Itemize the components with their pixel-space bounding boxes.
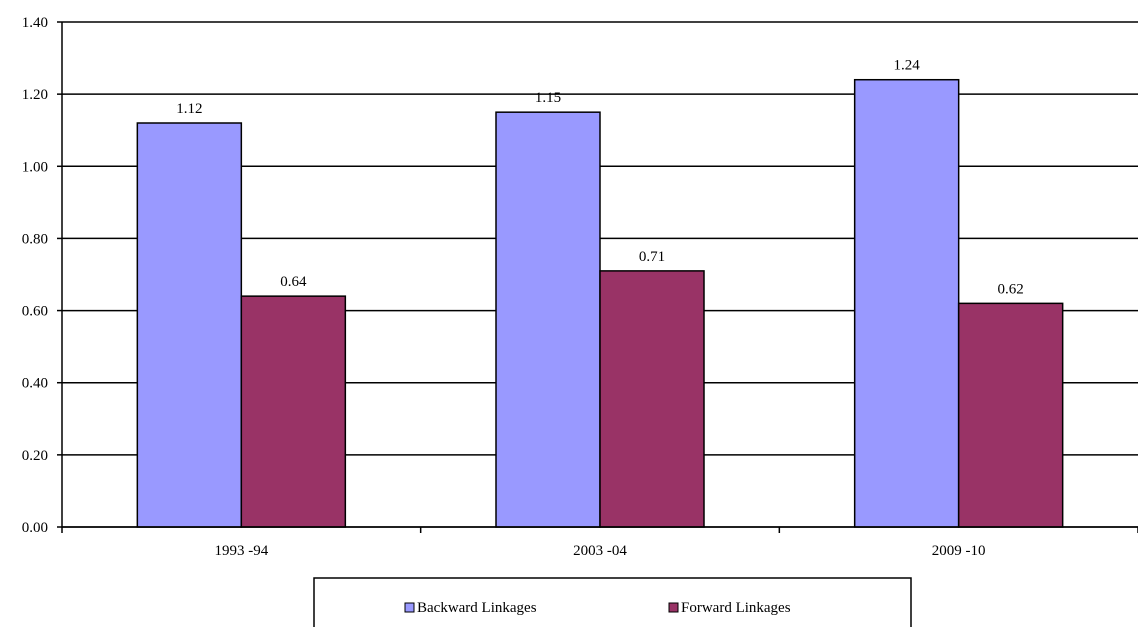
x-tick-label: 1993 -94 <box>214 543 268 559</box>
bar <box>957 302 1064 528</box>
y-tick-label: 0.80 <box>22 231 48 247</box>
bar <box>599 270 705 528</box>
y-tick-label: 0.20 <box>22 448 48 464</box>
data-label: 1.12 <box>176 101 202 117</box>
bar <box>240 295 347 528</box>
legend-box <box>313 577 912 631</box>
legend-label-forward: Forward Linkages <box>681 600 791 616</box>
y-tick-label: 1.00 <box>22 159 48 175</box>
bars <box>136 78 1064 528</box>
data-label: 0.64 <box>280 274 307 290</box>
data-label: 0.71 <box>639 249 665 265</box>
y-tick-label: 1.40 <box>22 15 48 31</box>
x-tick-label: 2009 -10 <box>932 543 986 559</box>
data-label: 1.24 <box>894 58 921 74</box>
data-label: 1.15 <box>535 90 561 106</box>
axes: 0.00 0.20 0.40 0.60 0.80 1.00 1.20 1.40 1993 -94… <box>22 15 1138 559</box>
data-labels: 1.12 0.64 1.15 0.71 1.24 0.62 <box>176 58 1024 298</box>
legend: Backward Linkages Forward Linkages <box>313 577 912 631</box>
bar <box>853 78 960 528</box>
x-tick-label: 2003 -04 <box>573 543 627 559</box>
bar <box>136 122 243 528</box>
legend-swatch-forward <box>668 602 679 613</box>
legend-label-backward: Backward Linkages <box>417 600 537 616</box>
y-tick-label: 0.00 <box>22 520 48 536</box>
bar <box>495 111 601 528</box>
y-tick-label: 1.20 <box>22 87 48 103</box>
data-label: 0.62 <box>998 281 1024 297</box>
y-tick-label: 0.40 <box>22 376 48 392</box>
legend-swatch-backward <box>404 602 415 613</box>
y-tick-label: 0.60 <box>22 304 48 320</box>
